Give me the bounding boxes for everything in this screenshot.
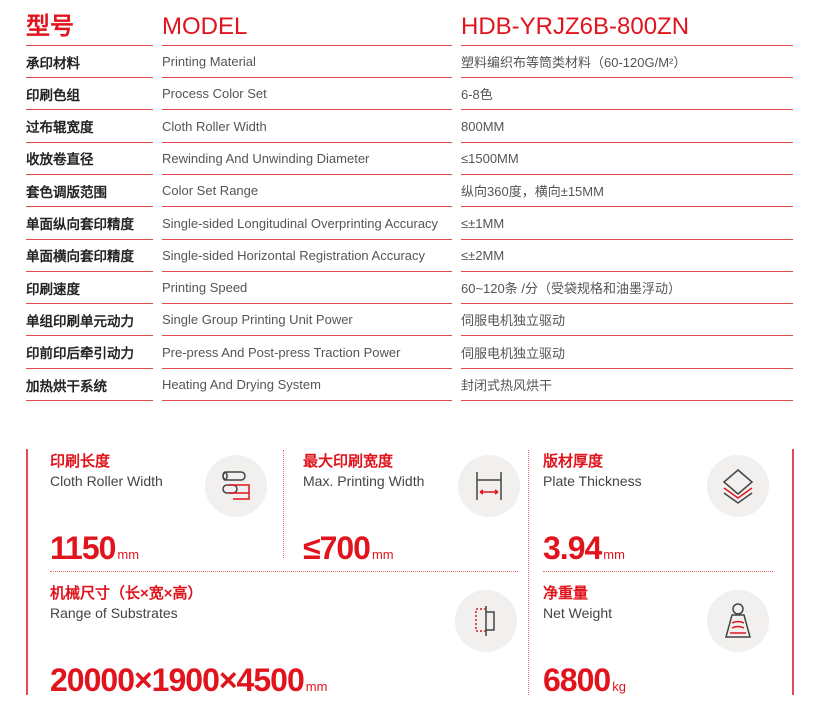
value-number: 3.94 xyxy=(543,530,602,566)
card-title-zh: 版材厚度 xyxy=(543,453,604,470)
divider xyxy=(528,450,529,695)
row-en: Single-sided Longitudinal Overprinting A… xyxy=(162,208,452,240)
row-zh: 单面横向套印精度 xyxy=(26,240,153,272)
value-unit: mm xyxy=(117,547,140,562)
row-en: Rewinding And Unwinding Diameter xyxy=(162,143,452,175)
card-title-zh: 印刷长度 xyxy=(50,453,111,470)
card-title-zh: 最大印刷宽度 xyxy=(303,453,394,470)
value-unit: kg xyxy=(612,679,626,694)
card-title-en: Cloth Roller Width xyxy=(50,473,163,489)
row-en: Color Set Range xyxy=(162,175,452,208)
value-number: 20000×1900×4500 xyxy=(50,662,305,698)
value-unit: mm xyxy=(305,679,328,694)
row-value: 伺服电机独立驱动 xyxy=(461,337,793,369)
row-en: Process Color Set xyxy=(162,78,452,111)
row-value: 塑料编织布等筒类材料（60-120G/M²） xyxy=(461,46,793,78)
row-zh: 套色调版范围 xyxy=(26,175,153,208)
value-number: 1150 xyxy=(50,530,116,566)
width-icon xyxy=(458,455,520,517)
row-zh: 加热烘干系统 xyxy=(26,369,153,401)
divider xyxy=(50,571,518,572)
row-value: ≤±1MM xyxy=(461,208,793,240)
roller-icon xyxy=(205,455,267,517)
header-en: MODEL xyxy=(162,6,452,46)
row-zh: 承印材料 xyxy=(26,46,153,78)
card-value: 3.94 mm xyxy=(543,530,625,567)
card-title-zh: 机械尺寸（长×宽×高） xyxy=(50,585,203,602)
row-value: ≤±2MM xyxy=(461,240,793,272)
row-en: Heating And Drying System xyxy=(162,369,452,401)
card-value: 6800 kg xyxy=(543,662,626,699)
spec-card: 机械尺寸（长×宽×高） Range of Substrates xyxy=(50,582,203,621)
card-value: 20000×1900×4500 mm xyxy=(50,662,327,699)
row-zh: 单面纵向套印精度 xyxy=(26,208,153,240)
left-border xyxy=(26,449,28,695)
row-en: Pre-press And Post-press Traction Power xyxy=(162,337,452,369)
row-value: 纵向360度，横向±15MM xyxy=(461,175,793,208)
spec-card: 最大印刷宽度 Max. Printing Width xyxy=(303,450,424,489)
row-value: ≤1500MM xyxy=(461,143,793,175)
row-en: Single Group Printing Unit Power xyxy=(162,304,452,337)
spec-card: 净重量 Net Weight xyxy=(543,582,612,621)
spec-card: 印刷长度 Cloth Roller Width xyxy=(50,450,163,489)
value-unit: mm xyxy=(603,547,625,562)
row-zh: 印刷速度 xyxy=(26,272,153,305)
header-model: HDB-YRJZ6B-800ZN xyxy=(461,6,793,46)
row-zh: 印前印后牵引动力 xyxy=(26,337,153,369)
row-zh: 单组印刷单元动力 xyxy=(26,304,153,337)
row-en: Printing Material xyxy=(162,46,452,78)
header-zh: 型号 xyxy=(26,6,153,46)
card-title-en: Plate Thickness xyxy=(543,473,642,489)
card-value: 1150 mm xyxy=(50,530,139,567)
row-en: Printing Speed xyxy=(162,272,452,305)
card-title-en: Net Weight xyxy=(543,605,612,621)
row-zh: 印刷色组 xyxy=(26,78,153,111)
row-value: 伺服电机独立驱动 xyxy=(461,304,793,337)
layers-icon xyxy=(707,455,769,517)
row-value: 6-8色 xyxy=(461,78,793,111)
card-value: ≤700 mm xyxy=(303,530,394,567)
card-title-en: Max. Printing Width xyxy=(303,473,425,489)
divider xyxy=(543,571,773,572)
card-title-en: Range of Substrates xyxy=(50,605,178,621)
value-unit: mm xyxy=(371,547,394,562)
value-number: 6800 xyxy=(543,662,611,698)
spec-card: 版材厚度 Plate Thickness xyxy=(543,450,642,489)
right-border xyxy=(792,449,794,695)
row-zh: 过布辊宽度 xyxy=(26,111,153,143)
value-number: ≤700 xyxy=(303,530,371,566)
row-value: 800MM xyxy=(461,111,793,143)
dimension-icon xyxy=(455,590,517,652)
card-title-zh: 净重量 xyxy=(543,585,589,602)
row-value: 60~120条 /分（受袋规格和油墨浮动） xyxy=(461,272,793,305)
row-en: Cloth Roller Width xyxy=(162,111,452,143)
weight-icon xyxy=(707,590,769,652)
divider xyxy=(283,450,284,558)
row-en: Single-sided Horizontal Registration Acc… xyxy=(162,240,452,272)
row-zh: 收放卷直径 xyxy=(26,143,153,175)
row-value: 封闭式热风烘干 xyxy=(461,369,793,401)
